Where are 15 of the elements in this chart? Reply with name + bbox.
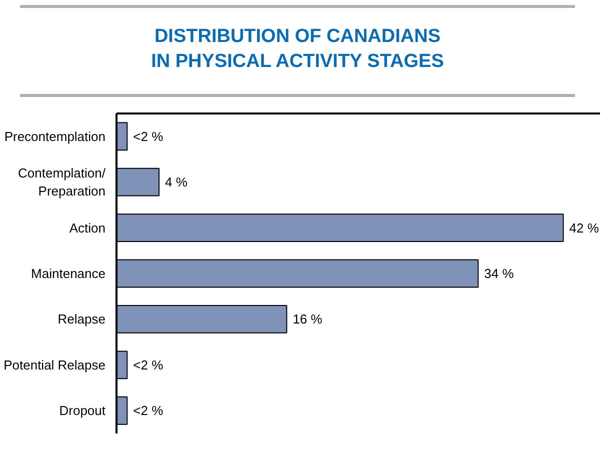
y-tick-label: Relapse (58, 312, 106, 327)
y-tick-label: Maintenance (31, 266, 106, 281)
y-tick-label: Potential Relapse (4, 357, 106, 372)
data-label: 4 % (165, 174, 188, 190)
y-tick-label: Precontemplation (4, 128, 106, 144)
data-label: 16 % (292, 312, 323, 327)
y-tick-label: Contemplation/ Preparation (18, 166, 106, 199)
data-label: <2 % (133, 128, 164, 144)
y-tick-label: Action (69, 220, 106, 236)
data-label: <2 % (133, 403, 164, 418)
data-label: 42 % (569, 220, 600, 236)
data-label: <2 % (133, 357, 164, 372)
data-label: 34 % (484, 266, 514, 281)
chart-title: DISTRIBUTION OF CANADIANS IN PHYSICAL ACTIVITY STAGES (151, 25, 444, 74)
y-tick-label: Dropout (59, 403, 106, 418)
